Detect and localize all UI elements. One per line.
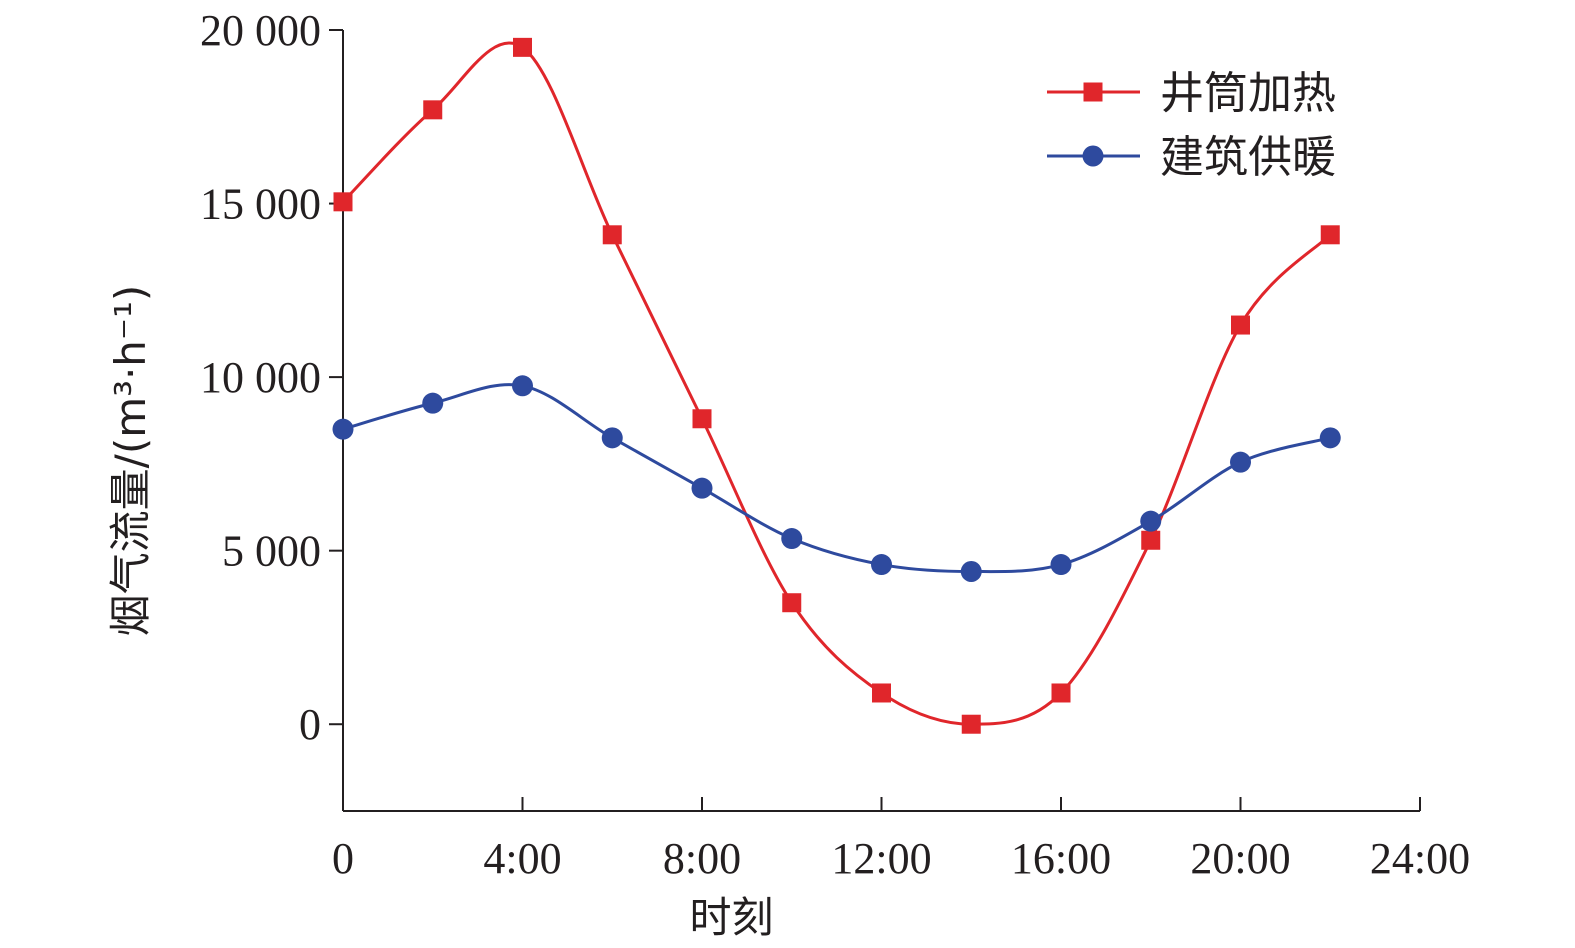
data-point xyxy=(1050,554,1072,576)
data-point xyxy=(332,418,354,440)
series-0 xyxy=(333,37,1340,734)
y-axis-title: 烟气流量/(m³·h⁻¹) xyxy=(106,285,155,637)
data-point xyxy=(872,683,891,703)
data-point xyxy=(1320,225,1340,245)
data-point xyxy=(333,192,353,212)
y-tick-label: 20 000 xyxy=(200,6,321,55)
data-point xyxy=(781,528,803,550)
data-point xyxy=(782,593,802,613)
data-point xyxy=(871,554,892,576)
data-point xyxy=(1141,530,1161,550)
x-tick-label: 0 xyxy=(332,834,354,883)
y-tick-label: 5 000 xyxy=(222,527,321,576)
legend-label: 井筒加热 xyxy=(1160,68,1336,119)
series-1 xyxy=(332,375,1341,582)
series-layer xyxy=(332,37,1341,734)
data-point xyxy=(961,714,981,734)
legend-item: 建筑供暖 xyxy=(1047,132,1336,183)
legend-marker xyxy=(1083,82,1103,102)
x-tick-label: 24:00 xyxy=(1370,834,1470,883)
legend-marker xyxy=(1082,145,1104,167)
axes: 0 5 000 10 000 15 000 20 000 0 4:00 8:00 12:00 16… xyxy=(200,6,1470,883)
data-point xyxy=(602,225,622,245)
data-point xyxy=(1140,510,1162,532)
data-point xyxy=(1231,315,1250,335)
x-axis-title: 时刻 xyxy=(689,893,773,942)
legend-label: 建筑供暖 xyxy=(1160,132,1336,183)
data-point xyxy=(691,477,713,499)
data-point xyxy=(512,375,533,397)
data-point xyxy=(423,100,443,120)
y-tick-label: 15 000 xyxy=(200,180,321,229)
x-tick-label: 4:00 xyxy=(483,834,561,883)
data-point xyxy=(960,560,982,582)
data-point xyxy=(1319,427,1341,449)
data-point xyxy=(601,427,623,449)
data-point xyxy=(1051,683,1071,703)
legend-item: 井筒加热 xyxy=(1047,68,1336,119)
x-tick-label: 20:00 xyxy=(1190,834,1290,883)
x-tick-label: 12:00 xyxy=(831,834,931,883)
y-tick-label: 10 000 xyxy=(200,353,321,402)
x-tick-label: 16:00 xyxy=(1011,834,1111,883)
x-tick-label: 8:00 xyxy=(663,834,741,883)
series-line xyxy=(342,383,1331,574)
data-point xyxy=(692,409,712,429)
y-tick-label: 0 xyxy=(299,700,321,749)
data-point xyxy=(1230,451,1251,473)
data-point xyxy=(422,392,444,414)
data-point xyxy=(513,37,532,57)
